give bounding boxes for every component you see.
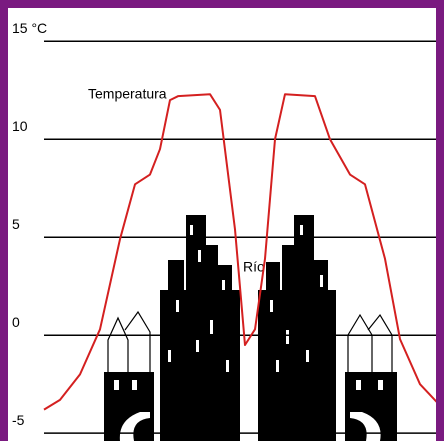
annotation: Temperatura [88,86,167,102]
y-tick-label: 10 [12,118,28,134]
y-tick-label: 0 [12,314,20,330]
y-tick-label: 15 °C [12,20,47,36]
y-tick-label: -5 [12,412,25,428]
y-tick-label: 5 [12,216,20,232]
annotation: Río [243,259,265,275]
chart: Temperatura Río 15 °C 10 5 0 -5 [0,0,444,441]
